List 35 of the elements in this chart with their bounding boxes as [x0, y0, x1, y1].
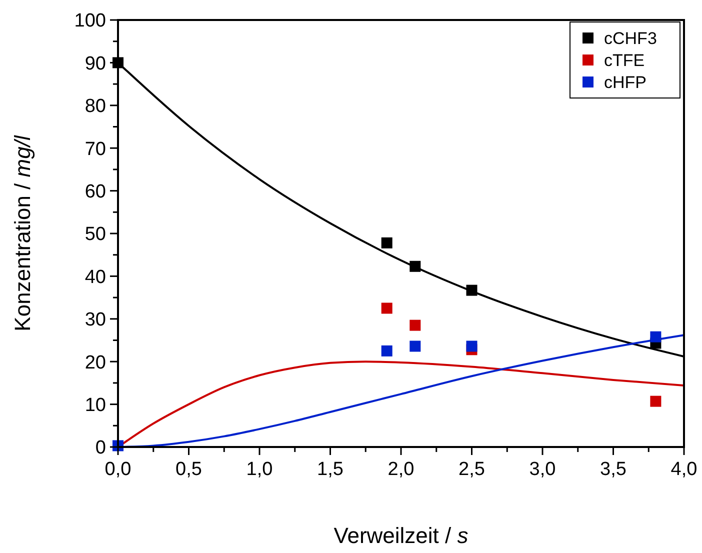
y-tick-label: 30 [84, 310, 106, 331]
point [650, 396, 662, 407]
point [410, 260, 421, 272]
x-tick-label: 3,5 [600, 459, 626, 480]
legend-label: cHFP [604, 72, 646, 92]
x-axis-title: Verweilzeit / s [334, 523, 468, 548]
y-tick-label: 100 [74, 10, 106, 32]
y-tick-label: 60 [84, 181, 106, 202]
point [466, 340, 478, 352]
x-tick-label: 4,0 [670, 459, 698, 480]
x-tick-label: 2,5 [458, 459, 485, 480]
x-tick-label: 3,0 [529, 459, 556, 480]
y-tick-label: 40 [84, 266, 106, 288]
y-axis-title: Konzentration / mg/l [10, 134, 35, 332]
x-tick-label: 2,0 [388, 459, 414, 480]
x-tick-label: 1,5 [317, 459, 344, 480]
legend-label: cTFE [604, 50, 645, 70]
y-tick-label: 90 [84, 53, 106, 74]
y-tick-label: 70 [84, 138, 106, 160]
point [381, 345, 392, 356]
point [466, 284, 478, 296]
y-tick-label: 10 [84, 394, 106, 416]
point [650, 331, 662, 342]
point [410, 340, 421, 352]
x-tick-label: 0,0 [104, 459, 132, 480]
y-tick-label: 0 [95, 438, 106, 459]
y-tick-label: 80 [84, 96, 106, 118]
y-tick-label: 20 [84, 352, 106, 374]
point [410, 320, 421, 331]
y-tick-label: 50 [84, 224, 106, 246]
point [381, 237, 392, 248]
point [381, 302, 392, 314]
x-tick-label: 0,5 [176, 459, 202, 480]
legend-label: cCHF3 [604, 28, 657, 48]
x-tick-label: 1,0 [246, 459, 273, 480]
